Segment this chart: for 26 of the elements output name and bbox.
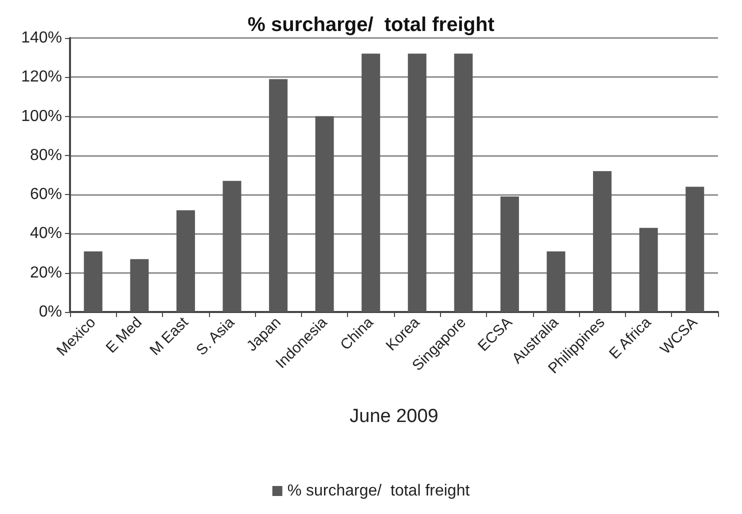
bar xyxy=(130,259,149,312)
y-tick-label: 40% xyxy=(30,225,62,242)
bar xyxy=(454,54,473,312)
y-tick-label: 20% xyxy=(30,264,62,282)
bar xyxy=(84,251,102,312)
bar xyxy=(222,180,242,312)
bar xyxy=(362,54,380,312)
x-axis-title: June 2009 xyxy=(350,406,438,427)
x-tick-label: S. Asia xyxy=(193,314,238,359)
bar xyxy=(593,171,612,312)
y-tick-label: 120% xyxy=(21,68,62,86)
bar xyxy=(315,116,334,312)
bar xyxy=(408,54,426,312)
bar xyxy=(639,228,658,312)
y-tick-label: 140% xyxy=(21,30,62,46)
bar xyxy=(176,210,195,312)
bar xyxy=(500,196,519,312)
bar xyxy=(269,79,288,312)
y-tick-label: 100% xyxy=(21,108,62,125)
chart-title: % surcharge/ total freight xyxy=(248,14,495,36)
legend-label: % surcharge/ total freight xyxy=(287,482,470,500)
y-tick-label: 60% xyxy=(30,186,62,204)
y-tick-label: 0% xyxy=(38,304,62,320)
bar xyxy=(546,251,566,312)
bar xyxy=(686,186,704,312)
y-tick-label: 80% xyxy=(30,146,62,164)
